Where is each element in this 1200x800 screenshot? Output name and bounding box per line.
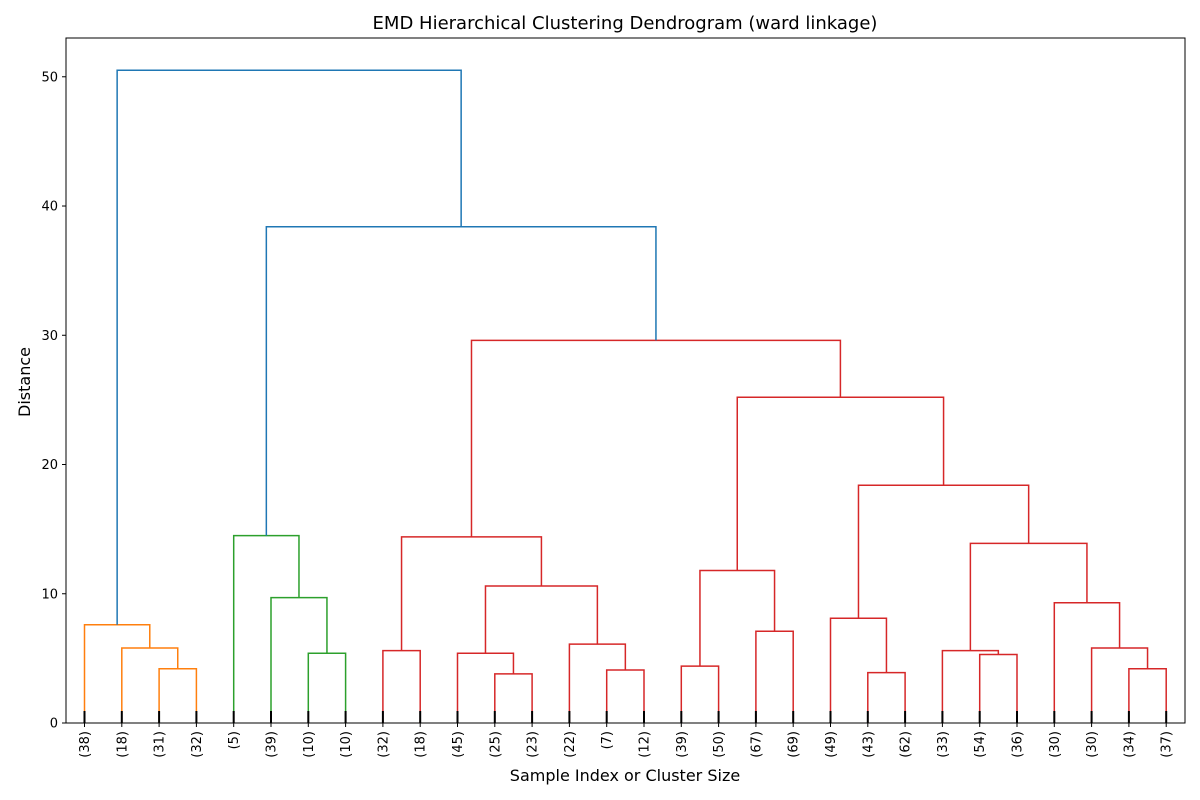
leaf-label: (37) <box>1160 731 1175 758</box>
leaf-label: (10) <box>302 731 317 758</box>
dendrogram-link <box>1090 647 1149 723</box>
leaf-label: (54) <box>973 731 988 758</box>
leaf-label: (33) <box>936 731 951 758</box>
dendrogram-link <box>484 585 599 654</box>
dendrogram-link <box>116 69 462 625</box>
leaf-label: (23) <box>526 731 541 758</box>
dendrogram-link <box>382 649 421 723</box>
dendrogram-link <box>941 649 1000 723</box>
leaf-label: (49) <box>824 731 839 758</box>
x-axis-label: Sample Index or Cluster Size <box>510 766 740 785</box>
leaf-label: (7) <box>600 731 615 749</box>
leaf-label: (10) <box>339 731 354 758</box>
y-tick-label: 30 <box>41 329 58 344</box>
y-tick-label: 40 <box>41 200 58 215</box>
dendrogram-link <box>307 652 347 723</box>
leaf-label: (36) <box>1011 731 1026 758</box>
dendrogram-link <box>829 617 888 723</box>
x-axis: (38) (18) (31) (32) (5) (39) (10) (10) (32) (18) (… <box>78 723 1175 758</box>
leaf-label: (12) <box>638 731 653 758</box>
leaf-label: (31) <box>153 731 168 758</box>
leaf-label: (5) <box>227 731 242 749</box>
leaf-label: (18) <box>115 731 130 758</box>
dendrogram-link <box>456 652 515 723</box>
dendrogram-link <box>969 542 1088 651</box>
leaf-label: (32) <box>190 731 205 758</box>
leaf-label: (39) <box>675 731 690 758</box>
dendrogram-link <box>400 536 543 651</box>
dendrogram-link <box>1053 602 1121 723</box>
leaf-label: (30) <box>1085 731 1100 758</box>
leaf-label: (32) <box>376 731 391 758</box>
dendrogram-link <box>158 667 198 723</box>
y-tick-label: 10 <box>41 587 58 602</box>
dendrogram-link <box>680 665 720 723</box>
dendrogram-link <box>270 596 328 723</box>
leaf-label: (39) <box>265 731 280 758</box>
dendrogram-link <box>121 647 179 723</box>
leaf-label: (30) <box>1048 731 1063 758</box>
dendrogram-link <box>265 225 657 536</box>
leaf-label: (45) <box>451 731 466 758</box>
dendrogram-link <box>867 671 906 723</box>
leaf-label: (22) <box>563 731 578 758</box>
dendrogram-link <box>1128 667 1167 723</box>
y-axis: 0 10 20 30 40 50 <box>41 70 66 732</box>
y-tick-label: 0 <box>50 717 58 732</box>
leaf-label: (38) <box>78 731 93 758</box>
dendrogram-link <box>755 630 794 723</box>
chart-title: EMD Hierarchical Clustering Dendrogram (… <box>373 13 878 34</box>
dendrogram-link <box>470 339 842 537</box>
dendrogram-link <box>232 534 300 723</box>
y-tick-label: 50 <box>41 70 58 85</box>
dendrogram-link <box>857 484 1030 619</box>
plot-frame <box>65 37 1186 724</box>
leaf-label: (34) <box>1122 731 1137 758</box>
leaf-label: (43) <box>861 731 876 758</box>
dendrogram-link <box>736 396 945 571</box>
dendrogram-links <box>83 69 1168 723</box>
leaf-label: (67) <box>749 731 764 758</box>
dendrogram-link <box>699 569 776 667</box>
leaf-label: (69) <box>787 731 802 758</box>
leaf-label: (25) <box>488 731 503 758</box>
leaf-label: (50) <box>712 731 727 758</box>
dendrogram-link <box>605 669 645 723</box>
leaf-label: (62) <box>899 731 914 758</box>
dendrogram-link <box>978 653 1018 723</box>
leaf-label: (18) <box>414 731 429 758</box>
y-tick-label: 20 <box>41 458 58 473</box>
dendrogram-link <box>83 624 151 723</box>
dendrogram-link <box>568 643 627 723</box>
y-axis-label: Distance <box>15 347 34 417</box>
dendrogram-link <box>494 673 533 723</box>
